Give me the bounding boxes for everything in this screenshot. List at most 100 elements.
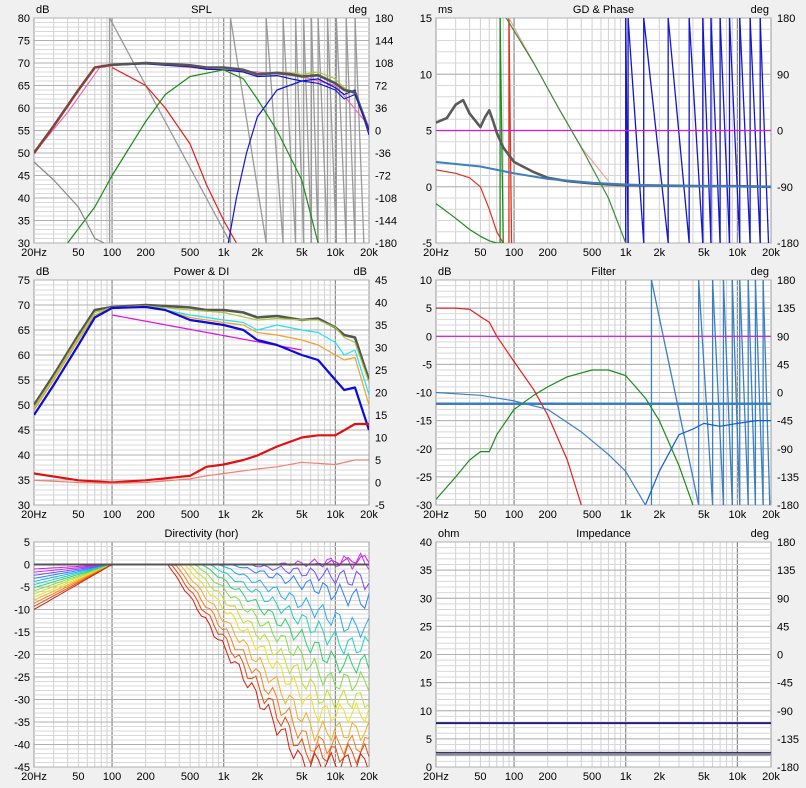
series-group [34, 303, 369, 484]
right-unit-label: deg [751, 266, 769, 278]
phase-segment [326, 18, 337, 243]
y-tick-label: -25 [14, 672, 30, 684]
x-tick-label: 50 [474, 771, 486, 783]
series-line [436, 161, 771, 188]
x-tick-label: 100 [103, 247, 121, 259]
y-tick-label: -35 [14, 717, 30, 729]
y2-tick-label: -135 [777, 734, 799, 746]
y2-tick-label: -180 [777, 238, 799, 250]
series-line [34, 459, 369, 484]
angle-curve [34, 564, 369, 743]
x-tick-label: 100 [103, 771, 121, 783]
y-tick-label: -5 [422, 238, 432, 250]
y-tick-label: 45 [18, 171, 30, 183]
y-tick-label: 0 [426, 331, 432, 343]
x-tick-label: 50 [72, 509, 84, 521]
x-tick-label: 20k [762, 247, 780, 259]
y2-tick-label: 0 [777, 650, 783, 662]
y-tick-label: 65 [18, 81, 30, 93]
y2-tick-label: 15 [375, 410, 387, 422]
x-tick-label: 500 [583, 247, 601, 259]
y2-tick-label: -5 [375, 500, 385, 512]
angle-curve [34, 564, 369, 765]
series-group [34, 18, 369, 243]
grid [436, 541, 771, 768]
y2-tick-label: 90 [777, 69, 789, 81]
y-tick-label: -20 [14, 650, 30, 662]
phase-segment [229, 18, 267, 243]
y2-tick-label: -108 [375, 193, 397, 205]
x-tick-label: 50 [72, 771, 84, 783]
x-tick-label: 1k [218, 509, 230, 521]
left-unit-label: ohm [438, 528, 459, 540]
y-tick-label: 75 [18, 275, 30, 287]
x-tick-label: 20Hz [21, 247, 47, 259]
y-tick-label: -45 [14, 762, 30, 774]
series-group [436, 18, 771, 243]
phase-segment [303, 18, 313, 243]
x-tick-label: 20k [762, 771, 780, 783]
y-tick-label: 0 [24, 560, 30, 572]
x-tick-label: 1k [620, 247, 632, 259]
phase-segment [731, 280, 741, 505]
y-tick-label: -5 [20, 582, 30, 594]
y-tick-label: 70 [18, 300, 30, 312]
y-tick-label: 5 [24, 537, 30, 549]
x-tick-label: 10k [327, 771, 345, 783]
y-tick-label: 55 [18, 126, 30, 138]
x-tick-label: 5k [698, 771, 710, 783]
grid [34, 279, 369, 506]
y-tick-label: 20 [420, 650, 432, 662]
left-unit-label: ms [438, 4, 453, 16]
series-line [34, 305, 369, 408]
left-unit-label: dB [438, 266, 451, 278]
chart-title: SPL [191, 4, 212, 16]
x-tick-label: 500 [181, 771, 199, 783]
y2-tick-label: 180 [777, 275, 795, 287]
chart-title: Impedance [576, 528, 630, 540]
y2-tick-label: 90 [777, 593, 789, 605]
series-line [436, 369, 694, 505]
phase-segment [754, 280, 764, 505]
series-line [34, 305, 369, 411]
angle-curve [34, 564, 369, 725]
right-unit-label: deg [751, 4, 769, 16]
y2-tick-label: -45 [777, 678, 793, 690]
y-tick-label: 30 [420, 593, 432, 605]
x-tick-label: 10k [729, 509, 747, 521]
y2-tick-label: 0 [375, 478, 381, 490]
phase-segment [108, 18, 232, 243]
y2-tick-label: 36 [375, 103, 387, 115]
x-tick-label: 1k [620, 771, 632, 783]
angle-curve [34, 564, 368, 767]
x-tick-label: 20k [762, 509, 780, 521]
y-tick-label: 50 [18, 400, 30, 412]
y2-tick-label: -90 [777, 706, 793, 718]
x-tick-label: 100 [505, 771, 523, 783]
series-line [505, 18, 627, 243]
x-tick-label: 50 [474, 247, 486, 259]
y2-tick-label: 30 [375, 343, 387, 355]
series-group [436, 722, 771, 756]
y-tick-label: 10 [420, 275, 432, 287]
y2-tick-label: 45 [777, 621, 789, 633]
y-tick-label: 70 [18, 58, 30, 70]
y-tick-label: 35 [420, 565, 432, 577]
y-tick-label: 30 [18, 500, 30, 512]
x-tick-label: 1k [218, 247, 230, 259]
right-unit-label: dB [354, 266, 367, 278]
y2-tick-label: 180 [777, 13, 795, 25]
phase-segment [747, 280, 757, 505]
x-tick-label: 10k [729, 247, 747, 259]
y-tick-label: 5 [426, 303, 432, 315]
y-tick-label: -5 [422, 359, 432, 371]
phase-segment [282, 18, 297, 243]
y-tick-label: 35 [18, 475, 30, 487]
x-tick-label: 1k [218, 771, 230, 783]
x-tick-label: 200 [136, 509, 154, 521]
x-tick-label: 2k [252, 771, 264, 783]
y2-tick-label: -45 [777, 416, 793, 428]
